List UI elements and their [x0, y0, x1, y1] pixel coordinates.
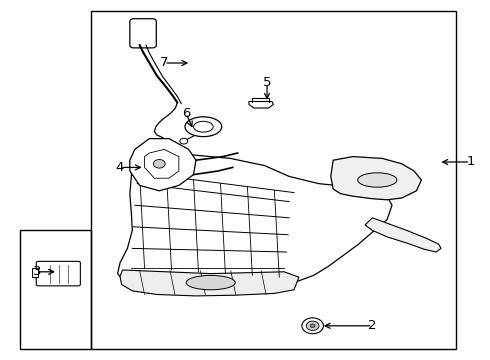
- Text: 3: 3: [32, 265, 41, 278]
- Polygon shape: [130, 139, 196, 191]
- Text: 2: 2: [368, 319, 377, 332]
- Polygon shape: [249, 102, 273, 108]
- Text: 7: 7: [160, 57, 169, 69]
- Polygon shape: [331, 157, 421, 200]
- FancyBboxPatch shape: [130, 19, 156, 48]
- Text: 4: 4: [116, 161, 124, 174]
- Ellipse shape: [185, 117, 221, 136]
- Ellipse shape: [358, 173, 397, 187]
- Text: 5: 5: [263, 76, 271, 89]
- Circle shape: [302, 318, 323, 334]
- Polygon shape: [32, 268, 38, 277]
- Text: 6: 6: [182, 107, 191, 120]
- Circle shape: [310, 324, 315, 328]
- Circle shape: [306, 321, 319, 330]
- Polygon shape: [120, 270, 299, 296]
- Polygon shape: [365, 218, 441, 252]
- Circle shape: [180, 138, 188, 144]
- Ellipse shape: [186, 275, 235, 290]
- FancyBboxPatch shape: [36, 261, 80, 286]
- Polygon shape: [118, 153, 392, 293]
- Text: 1: 1: [466, 156, 475, 168]
- Circle shape: [153, 159, 165, 168]
